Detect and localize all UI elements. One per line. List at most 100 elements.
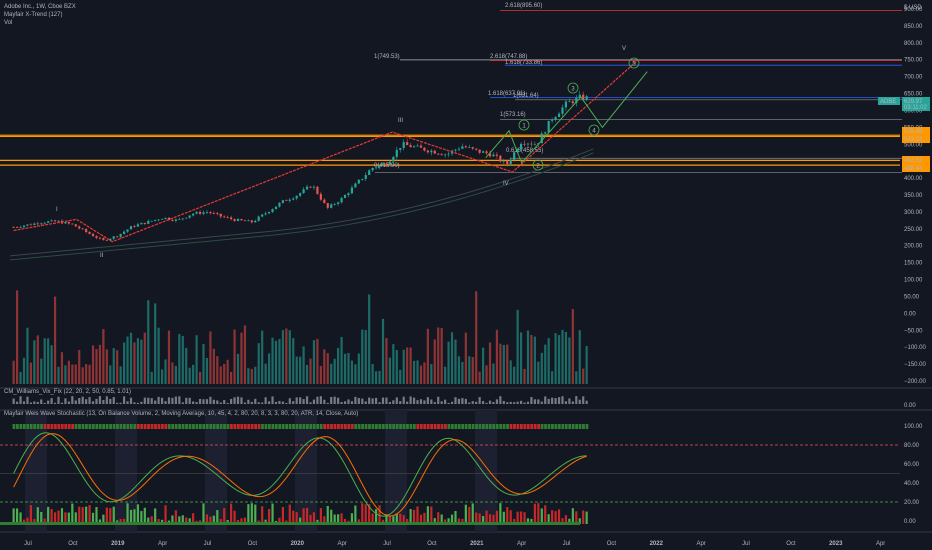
stoch-regime-bar xyxy=(495,424,499,429)
candle-body xyxy=(416,145,419,147)
stoch-regime-bar xyxy=(181,424,185,429)
stoch-regime-bar xyxy=(95,424,99,429)
stoch-regime-bar xyxy=(464,424,468,429)
volume-bar xyxy=(188,367,191,384)
price-tick-label: −200.00 xyxy=(904,379,927,385)
candle-body xyxy=(267,212,271,214)
stoch-regime-bar xyxy=(43,424,47,429)
vix-pane-title: CM_Williams_Vix_Fix (22, 20, 2, 50, 0.85… xyxy=(4,389,131,395)
stoch-regime-bar xyxy=(333,424,337,429)
volume-bar xyxy=(91,345,95,384)
stoch-regime-bar xyxy=(457,424,461,429)
stoch-histogram-bar xyxy=(88,505,91,524)
stoch-histogram-bar xyxy=(447,518,450,524)
stoch-histogram-bar xyxy=(281,506,284,524)
vix-bar xyxy=(15,401,19,404)
volume-bar xyxy=(81,367,84,384)
stoch-regime-bar xyxy=(437,424,440,429)
fib-label: 2.618(747.88) xyxy=(490,54,527,60)
vix-bar xyxy=(19,396,22,404)
candle-body xyxy=(288,199,291,201)
candle-body xyxy=(392,156,395,162)
candle-body xyxy=(430,150,433,153)
volume-bar xyxy=(209,331,212,384)
stoch-regime-bar xyxy=(205,424,209,429)
stoch-axis-tick: 60.00 xyxy=(904,462,920,468)
wave-label-minor: 2 xyxy=(536,164,540,170)
volume-bar xyxy=(36,335,39,384)
stoch-regime-bar xyxy=(488,424,492,429)
vix-bar xyxy=(267,401,271,404)
candle-body xyxy=(36,223,39,225)
stoch-histogram-bar xyxy=(450,514,454,524)
volume-bar xyxy=(540,352,543,384)
stoch-regime-bar xyxy=(561,424,565,429)
price-badge-value: 523.23 xyxy=(904,137,923,143)
vix-bar xyxy=(523,402,526,404)
stoch-histogram-bar xyxy=(478,513,481,524)
vix-bar xyxy=(499,396,502,404)
volume-bar xyxy=(350,360,354,384)
stoch-regime-bar xyxy=(440,424,444,429)
stoch-histogram-bar xyxy=(495,510,499,524)
vix-bar xyxy=(333,396,336,404)
volume-bar xyxy=(171,362,174,384)
volume-bar xyxy=(230,371,233,384)
volume-bar xyxy=(578,330,581,384)
stoch-histogram-bar xyxy=(361,503,364,524)
price-tick-label: 50.00 xyxy=(904,294,920,300)
vix-bar xyxy=(143,397,146,404)
stoch-histogram-bar xyxy=(250,503,253,524)
stoch-histogram-bar xyxy=(264,519,267,524)
vix-bar xyxy=(482,401,485,404)
price-badge xyxy=(902,135,930,143)
stoch-histogram-bar xyxy=(33,519,36,524)
stoch-regime-bar xyxy=(302,424,306,429)
stoch-bg-band xyxy=(115,410,137,532)
vix-bar xyxy=(205,399,209,404)
volume-bar xyxy=(178,333,181,384)
candle-body xyxy=(192,213,195,216)
stoch-regime-bar xyxy=(426,424,430,429)
vix-bar xyxy=(544,396,547,404)
vix-bar xyxy=(419,399,423,404)
stoch-histogram-bar xyxy=(212,515,215,524)
stoch-regime-bar xyxy=(502,424,506,429)
stoch-histogram-bar xyxy=(119,518,122,524)
stoch-axis-tick: 0.00 xyxy=(904,519,916,525)
volume-bar xyxy=(88,364,91,384)
time-tick-label: Jul xyxy=(383,541,391,547)
vix-bar xyxy=(164,401,167,404)
volume-bar xyxy=(271,337,274,384)
stoch-regime-bar xyxy=(523,424,527,429)
candle-body xyxy=(233,219,236,221)
vix-bar xyxy=(129,397,133,404)
volume-bar xyxy=(250,368,253,384)
time-tick-label: Apr xyxy=(337,541,346,547)
candle-body xyxy=(188,215,191,218)
vix-bar xyxy=(516,401,519,404)
vix-bar xyxy=(105,396,108,404)
price-tick-label: −150.00 xyxy=(904,362,927,368)
vix-bar xyxy=(250,401,253,404)
stoch-histogram-bar xyxy=(74,512,77,524)
volume-bar xyxy=(19,371,22,384)
volume-bar xyxy=(185,347,188,384)
vix-bar xyxy=(561,396,564,404)
vix-bar xyxy=(157,396,160,404)
stoch-histogram-bar xyxy=(233,510,236,524)
stoch-histogram-bar xyxy=(395,513,398,524)
candle-body xyxy=(437,153,440,155)
vix-bar xyxy=(437,396,440,404)
vix-bar xyxy=(526,401,530,404)
vix-bar xyxy=(40,399,43,404)
wave-label-circle xyxy=(532,159,544,171)
price-badge-value: 438.44 xyxy=(904,166,923,172)
stoch-histogram-bar xyxy=(67,512,70,524)
vix-bar xyxy=(554,398,557,404)
candle-body xyxy=(43,222,46,224)
candle-body xyxy=(109,238,112,241)
stoch-histogram-bar xyxy=(292,510,295,524)
vix-bar xyxy=(226,402,229,404)
